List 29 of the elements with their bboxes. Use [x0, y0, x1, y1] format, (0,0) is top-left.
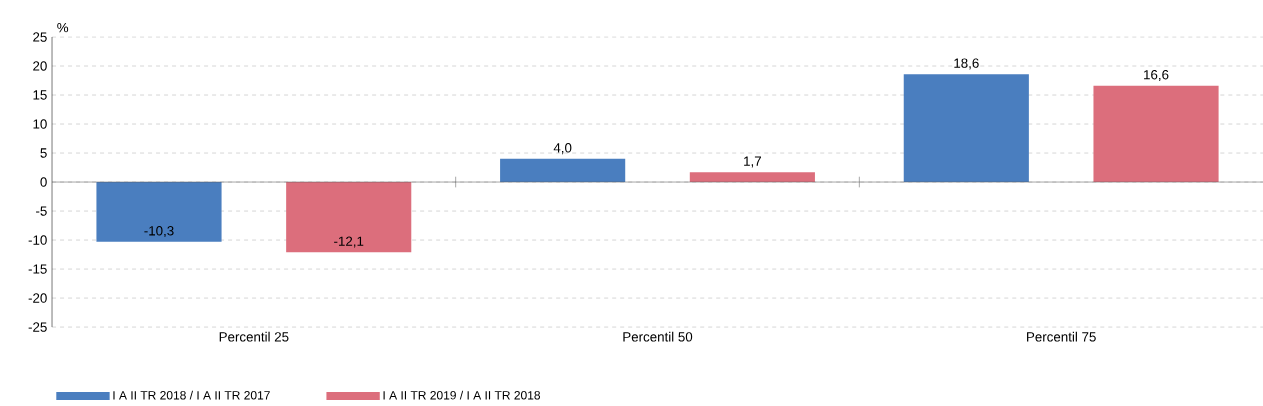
- bar: [500, 158, 626, 182]
- data-label: 4,0: [553, 143, 572, 155]
- y-tick-label: -10: [28, 235, 47, 245]
- y-tick-label: 20: [33, 61, 47, 71]
- data-label: 16,6: [1144, 69, 1169, 81]
- legend-label: I A II TR 2019 / I A II TR 2018: [383, 390, 541, 400]
- y-tick-label: 10: [33, 119, 47, 129]
- data-label: 18,6: [954, 58, 979, 70]
- x-tick-label: Percentil 50: [623, 331, 693, 342]
- bar: [286, 181, 412, 253]
- y-tick-label: 5: [40, 148, 47, 158]
- data-label: -10,3: [144, 226, 174, 238]
- legend-label: I A II TR 2018 / I A II TR 2017: [113, 390, 270, 400]
- y-tick-label: -25: [28, 322, 47, 332]
- y-tick-label: -5: [36, 206, 47, 216]
- y-tick-label: -15: [28, 264, 47, 274]
- x-tick-label: Percentil 25: [219, 331, 289, 342]
- y-tick-label: -20: [28, 293, 47, 303]
- data-label: -12,1: [334, 236, 364, 248]
- y-tick-label: 15: [33, 90, 47, 100]
- y-axis-title: %: [57, 22, 69, 33]
- x-tick-label: Percentil 75: [1027, 331, 1096, 342]
- bar: [903, 74, 1029, 182]
- data-label: 1,7: [744, 156, 761, 168]
- y-tick-label: 0: [40, 177, 47, 187]
- bar: [689, 172, 815, 182]
- y-tick-label: 25: [33, 32, 47, 42]
- bar: [1093, 85, 1219, 182]
- bar: [96, 181, 222, 242]
